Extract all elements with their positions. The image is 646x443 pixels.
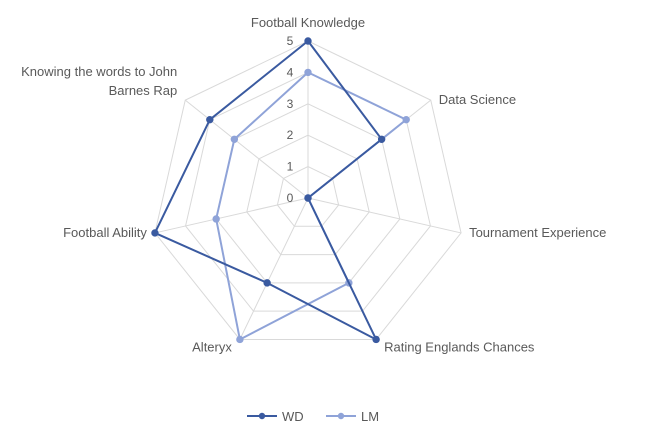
legend: WD LM — [247, 409, 379, 424]
data-point-wd — [377, 135, 386, 143]
grid-ring-5 — [154, 40, 462, 340]
grid-spoke — [184, 99, 309, 199]
tick-label: 5 — [287, 34, 294, 48]
grid-spoke — [239, 197, 309, 340]
series-lines — [151, 37, 410, 344]
data-point-lm — [212, 215, 220, 223]
category-label: Tournament Experience — [469, 225, 606, 240]
data-point-wd — [206, 115, 214, 124]
grid-spoke — [154, 197, 309, 234]
category-label: Football Knowledge — [251, 15, 365, 30]
data-point-wd — [372, 335, 380, 344]
grid-ring-1 — [276, 166, 340, 227]
tick-label: 2 — [287, 128, 294, 142]
grid-ring-4 — [185, 71, 431, 312]
category-label: Rating Englands Chances — [384, 339, 535, 354]
category-labels: Football Knowledge Data Science Tournament… — [21, 15, 606, 354]
category-label: Football Ability — [63, 225, 147, 240]
category-label: Alteryx — [192, 339, 232, 354]
data-point-lm — [236, 335, 244, 344]
data-point-lm — [304, 68, 312, 77]
grid-ring-2 — [246, 134, 370, 256]
legend-marker-lm — [337, 412, 345, 420]
grid-spoke — [307, 197, 462, 234]
series-line-lm — [215, 71, 408, 341]
data-point-wd — [263, 279, 271, 287]
data-point-wd — [151, 229, 159, 237]
tick-labels: 0 1 2 3 4 5 — [287, 34, 294, 205]
tick-label: 3 — [287, 97, 294, 111]
series-line-wd — [153, 40, 383, 341]
tick-label: 0 — [287, 191, 294, 205]
data-point-lm — [402, 115, 410, 124]
grid — [154, 40, 462, 340]
legend-marker-wd — [258, 412, 266, 420]
legend-label-lm: LM — [361, 409, 379, 424]
data-point-wd — [304, 194, 312, 202]
data-point-wd — [304, 37, 312, 45]
legend-label-wd: WD — [282, 409, 304, 424]
category-label: Knowing the words to John Barnes Rap — [21, 64, 177, 98]
data-point-lm — [230, 135, 239, 143]
category-label: Data Science — [439, 92, 516, 107]
tick-label: 4 — [287, 65, 294, 79]
tick-label: 1 — [287, 160, 294, 174]
